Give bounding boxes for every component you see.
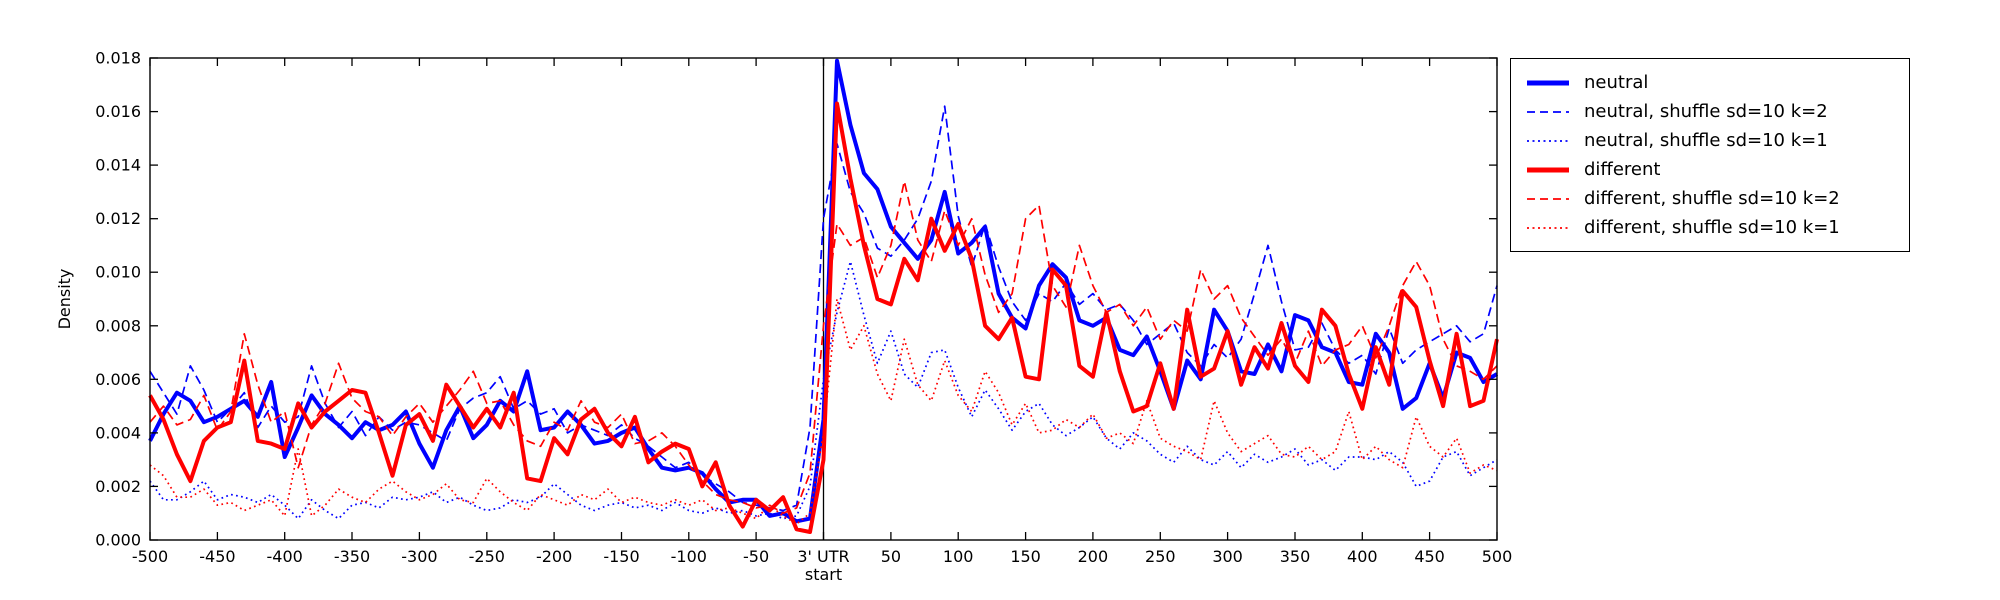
x-tick-label: 500 bbox=[1482, 547, 1513, 566]
legend-item-different-shuffle-sd10-k2: different, shuffle sd=10 k=2 bbox=[1525, 184, 1897, 213]
y-axis-label: Density bbox=[55, 269, 74, 330]
x-tick-label: -300 bbox=[401, 547, 437, 566]
x-tick-label: -450 bbox=[199, 547, 235, 566]
x-tick-label: -350 bbox=[334, 547, 370, 566]
x-tick-label: 250 bbox=[1145, 547, 1176, 566]
legend-line-sample-dotted bbox=[1527, 139, 1569, 142]
y-tick-label: 0.000 bbox=[95, 531, 141, 550]
legend-label: different, shuffle sd=10 k=2 bbox=[1584, 188, 1840, 209]
legend-label: neutral bbox=[1584, 72, 1649, 93]
x-tick-label: -250 bbox=[469, 547, 505, 566]
legend-item-different: different bbox=[1525, 155, 1897, 184]
y-tick-label: 0.012 bbox=[95, 209, 141, 228]
legend-item-neutral: neutral bbox=[1525, 68, 1897, 97]
legend-label: neutral, shuffle sd=10 k=2 bbox=[1584, 101, 1828, 122]
y-tick-label: 0.002 bbox=[95, 477, 141, 496]
legend-item-different-shuffle-sd10-k1: different, shuffle sd=10 k=1 bbox=[1525, 213, 1897, 242]
x-tick-label: 350 bbox=[1280, 547, 1311, 566]
legend-line-sample-solid bbox=[1527, 167, 1569, 172]
x-tick-label: -400 bbox=[267, 547, 303, 566]
x-tick-label: 50 bbox=[881, 547, 901, 566]
x-tick-label: 450 bbox=[1414, 547, 1445, 566]
x-tick-label: -200 bbox=[536, 547, 572, 566]
legend: neutral neutral, shuffle sd=10 k=2 neutral… bbox=[1510, 58, 1910, 252]
y-tick-label: 0.008 bbox=[95, 316, 141, 335]
series-line-different bbox=[148, 101, 1499, 534]
x-tick-label: 400 bbox=[1347, 547, 1378, 566]
legend-line-sample-dashed bbox=[1527, 197, 1569, 200]
x-tick-label: 200 bbox=[1078, 547, 1109, 566]
series-line-neutral-shuffle-sd10-k1 bbox=[149, 260, 1498, 520]
y-tick-label: 0.010 bbox=[95, 263, 141, 282]
legend-item-neutral-shuffle-sd10-k1: neutral, shuffle sd=10 k=1 bbox=[1525, 126, 1897, 155]
legend-label: different bbox=[1584, 159, 1661, 180]
y-tick-label: 0.004 bbox=[95, 423, 141, 442]
legend-line-sample-dotted bbox=[1527, 226, 1569, 229]
legend-label: neutral, shuffle sd=10 k=1 bbox=[1584, 130, 1828, 151]
y-tick-label: 0.018 bbox=[95, 49, 141, 68]
x-tick-label: -150 bbox=[603, 547, 639, 566]
legend-item-neutral-shuffle-sd10-k2: neutral, shuffle sd=10 k=2 bbox=[1525, 97, 1897, 126]
x-tick-label: -100 bbox=[671, 547, 707, 566]
y-tick-label: 0.006 bbox=[95, 370, 141, 389]
series-line-different-shuffle-sd10-k2 bbox=[149, 180, 1498, 515]
series-line-different-shuffle-sd10-k1 bbox=[149, 298, 1498, 525]
legend-label: different, shuffle sd=10 k=1 bbox=[1584, 217, 1840, 238]
x-tick-label: -500 bbox=[132, 547, 168, 566]
y-tick-label: 0.014 bbox=[95, 156, 141, 175]
legend-line-sample-dashed bbox=[1527, 110, 1569, 113]
x-tick-label: 300 bbox=[1212, 547, 1243, 566]
y-tick-label: 0.016 bbox=[95, 102, 141, 121]
x-tick-label: 3' UTR bbox=[797, 547, 849, 566]
x-tick-label: start bbox=[805, 565, 842, 584]
legend-line-sample-solid bbox=[1527, 80, 1569, 85]
x-tick-label: -50 bbox=[743, 547, 769, 566]
x-tick-label: 100 bbox=[943, 547, 974, 566]
x-tick-label: 150 bbox=[1010, 547, 1041, 566]
